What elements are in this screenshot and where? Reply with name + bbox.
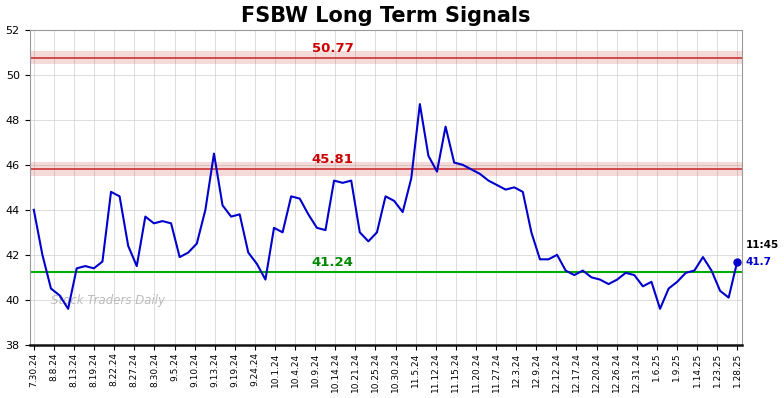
Text: 11:45: 11:45 bbox=[746, 240, 779, 250]
Bar bbox=[30, 162, 742, 176]
Text: 41.24: 41.24 bbox=[312, 256, 354, 269]
Text: Stock Traders Daily: Stock Traders Daily bbox=[51, 294, 165, 307]
Text: 45.81: 45.81 bbox=[312, 153, 354, 166]
Text: 41.7: 41.7 bbox=[746, 257, 771, 267]
Text: 50.77: 50.77 bbox=[312, 42, 354, 55]
Bar bbox=[30, 51, 742, 64]
Title: FSBW Long Term Signals: FSBW Long Term Signals bbox=[241, 6, 530, 25]
